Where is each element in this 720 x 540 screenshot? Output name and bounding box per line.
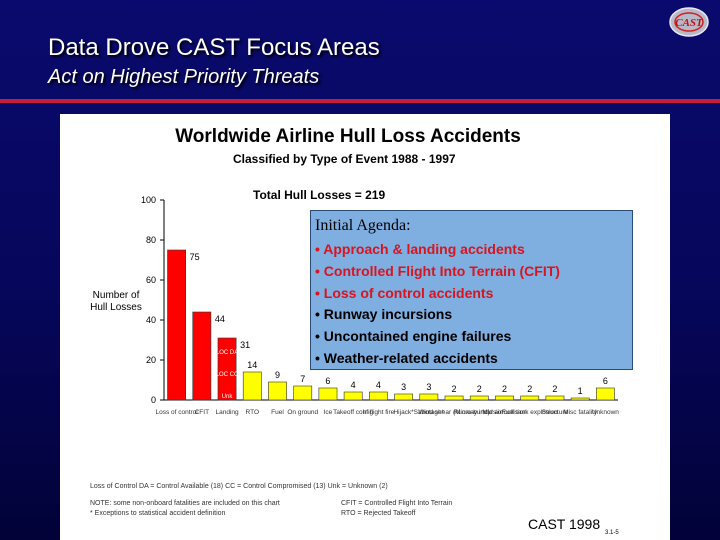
agenda-item: • Uncontained engine failures [315, 328, 512, 345]
bar [167, 249, 186, 401]
category-label: In flight fire [362, 409, 394, 416]
logo-text: CAST [675, 17, 704, 29]
category-label: Misc fatality [563, 409, 598, 416]
initial-agenda-box: Initial Agenda: • Approach & landing acc… [310, 210, 633, 370]
agenda-item: • Weather-related accidents [315, 349, 498, 366]
category-label: Landing [215, 409, 239, 416]
note-footnote: NOTE: some non-onboard fatalities are in… [90, 500, 280, 507]
bar [596, 387, 615, 401]
bar-value-label: 6 [325, 376, 330, 386]
bar [419, 393, 439, 401]
bar [469, 395, 489, 401]
category-label: Unknown [592, 409, 619, 416]
bar-value-label: 2 [502, 384, 507, 394]
bar [192, 311, 212, 401]
category-label: Sabotage* [414, 409, 445, 416]
agenda-item: • Controlled Flight Into Terrain (CFIT) [315, 262, 560, 279]
y-tick-label: 20 [146, 355, 156, 365]
bar-segment-label: LOC DA [216, 350, 238, 356]
bar [343, 391, 363, 401]
agenda-item: • Runway incursions [315, 306, 453, 323]
category-label: On ground [287, 409, 318, 416]
y-tick-label: 40 [146, 315, 156, 325]
y-axis-label: Number of Hull Losses [90, 290, 142, 313]
bar [242, 371, 262, 401]
bar-value-label: 14 [247, 360, 257, 370]
agenda-item: • Approach & landing accidents [315, 241, 525, 257]
bar [545, 395, 565, 401]
agenda-list: • Approach & landing accidents • Controll… [315, 239, 628, 370]
y-tick-label: 0 [151, 395, 156, 405]
exceptions-footnote: * Exceptions to statistical accident def… [90, 510, 226, 517]
bar [394, 393, 413, 401]
bar [444, 395, 464, 401]
category-label: Hijack* [393, 409, 414, 416]
bar [369, 391, 388, 401]
agenda-item: • Loss of control accidents [315, 284, 494, 301]
bar-value-label: 2 [452, 384, 457, 394]
bar [268, 381, 287, 401]
category-label: Structure [542, 409, 569, 416]
slide-title: Data Drove CAST Focus Areas [48, 34, 380, 61]
cfit-definition: CFIT = Controlled Flight Into Terrain [341, 500, 453, 507]
agenda-title: Initial Agenda: [315, 217, 411, 234]
category-label: Fuel tank explosion [502, 409, 558, 416]
chart-subtitle: Classified by Type of Event 1988 - 1997 [233, 152, 456, 166]
loc-legend-footnote: Loss of Control DA = Control Available (… [90, 483, 388, 490]
bar-value-label: 31 [240, 340, 250, 350]
bar-value-label: 75 [190, 252, 200, 262]
bar-value-label: 2 [477, 384, 482, 394]
category-label: Fuel [271, 409, 284, 416]
bar-value-label: 9 [275, 370, 280, 380]
bar [495, 395, 514, 401]
bar [293, 385, 313, 401]
bar [318, 387, 338, 401]
bar-segment-label: Unk [222, 394, 234, 400]
total-hull-losses-label: Total Hull Losses = 219 [253, 188, 386, 202]
bar-value-label: 7 [300, 374, 305, 384]
y-tick-label: 80 [146, 235, 156, 245]
bar-segment-label: LOC CC [216, 372, 239, 378]
rto-definition: RTO = Rejected Takeoff [341, 510, 416, 517]
category-label: Ice [324, 409, 333, 416]
bar [520, 395, 540, 401]
category-label: Mid air collision [482, 409, 527, 416]
slide-subtitle: Act on Highest Priority Threats [48, 66, 320, 88]
y-tick-label: 100 [141, 195, 156, 205]
bar-value-label: 2 [527, 384, 532, 394]
bar-value-label: 6 [603, 376, 608, 386]
source-year: CAST 1998 [528, 516, 601, 532]
bar [217, 337, 237, 401]
bar-value-label: 4 [376, 380, 381, 390]
chart-title: Worldwide Airline Hull Loss Accidents [175, 126, 521, 147]
bar-value-label: 3 [426, 382, 431, 392]
category-label: CFIT [195, 409, 209, 416]
bar-value-label: 3 [401, 382, 406, 392]
bar-value-label: 1 [578, 386, 583, 396]
cast-logo-icon: CAST [669, 7, 709, 37]
bar-value-label: 4 [351, 380, 356, 390]
y-tick-label: 60 [146, 275, 156, 285]
category-label: Loss of control [155, 409, 198, 416]
category-label: Takeoff config [333, 409, 373, 416]
category-label: Runway incursion [454, 409, 506, 416]
bar [570, 397, 590, 401]
bar-value-label: 44 [215, 314, 225, 324]
page-number: 3.1-5 [605, 530, 619, 536]
title-divider [0, 99, 720, 103]
category-label: RTO [246, 409, 260, 416]
bar-value-label: 2 [552, 384, 557, 394]
category-label: Wind shear (Micro-burst) [418, 409, 490, 416]
